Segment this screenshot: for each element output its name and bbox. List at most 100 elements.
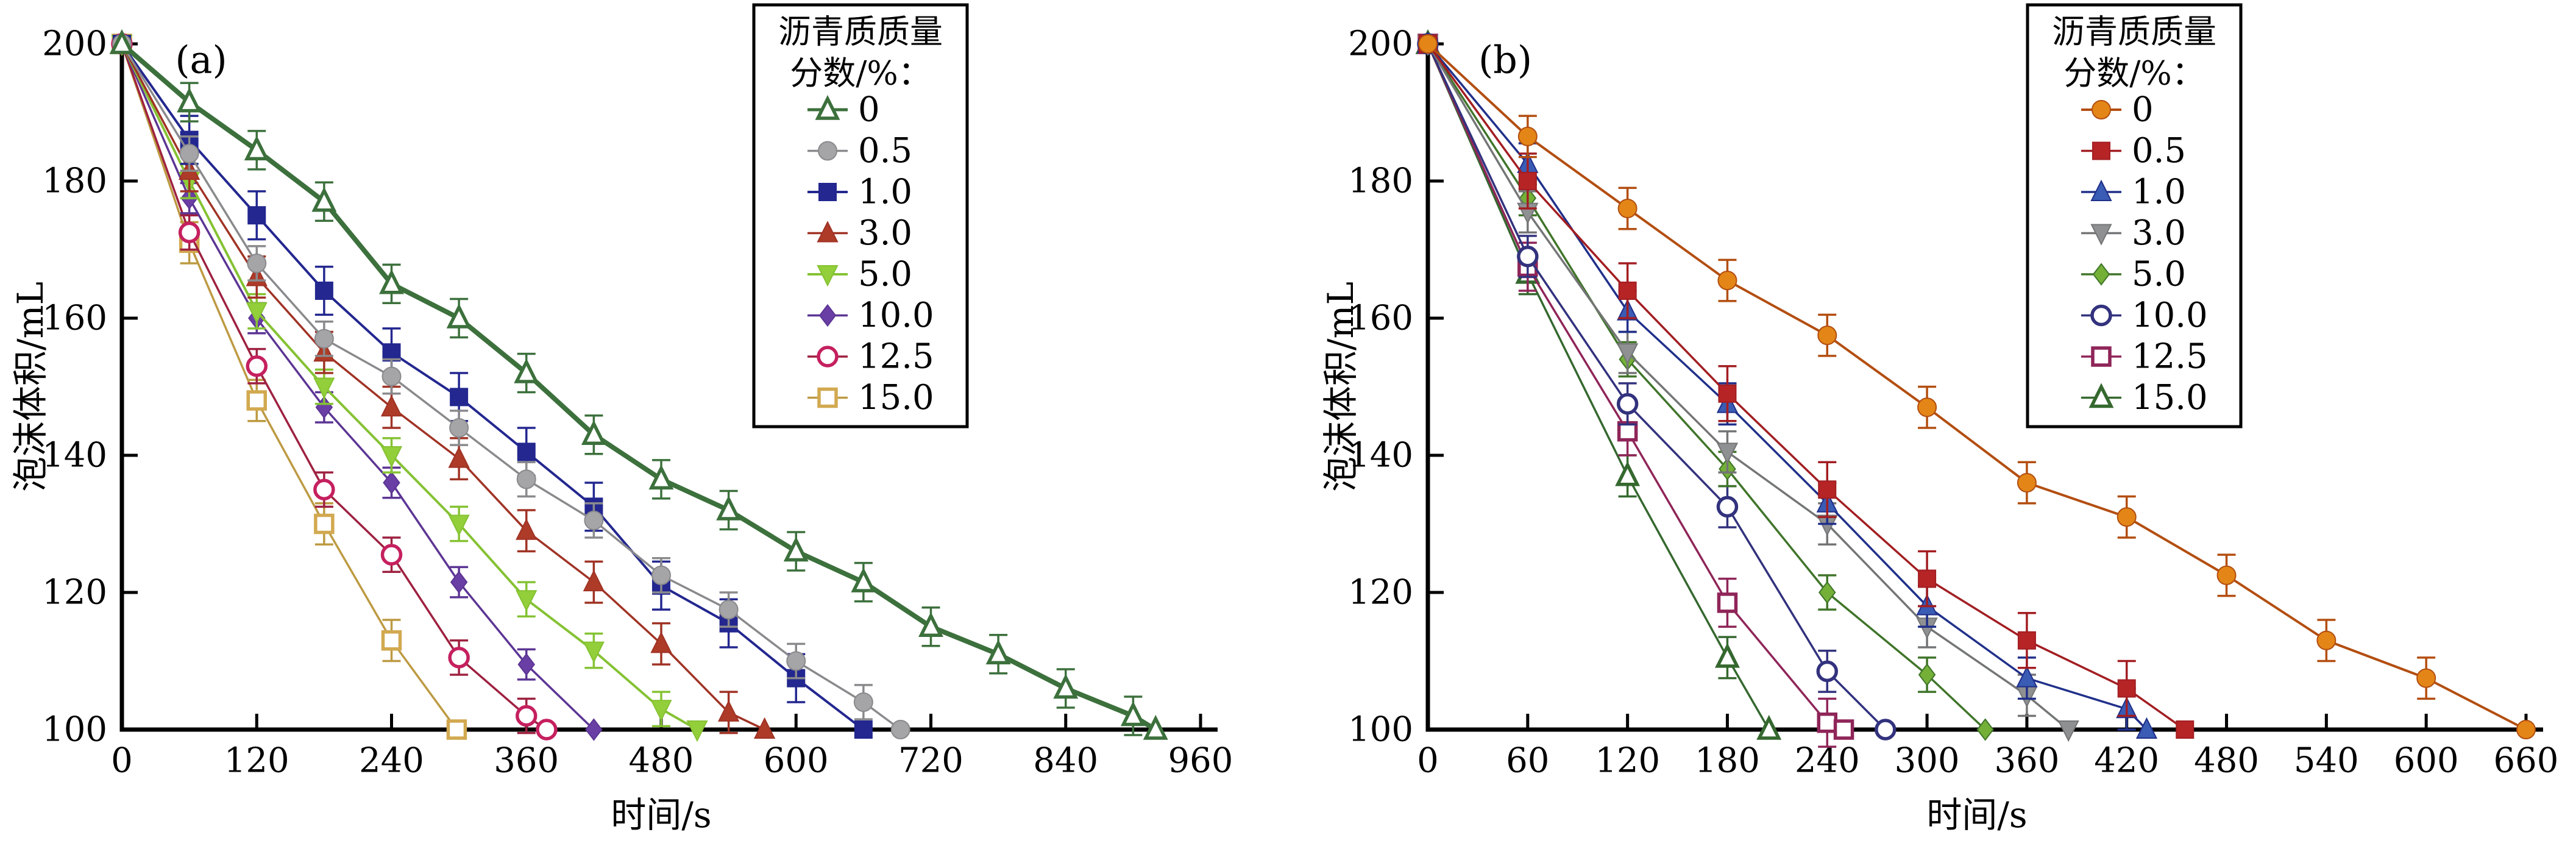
circle-marker xyxy=(1418,34,1438,54)
legend-item-label: 0 xyxy=(2132,90,2154,130)
triangle-up-marker xyxy=(244,135,269,161)
legend-title-line: 分数/%： xyxy=(790,54,931,93)
legend-circle-icon xyxy=(818,141,837,161)
series-line xyxy=(1427,43,2527,731)
x-tick-label: 180 xyxy=(1695,741,1760,781)
triangle-up-marker xyxy=(514,358,539,383)
legend-item-0: 0 xyxy=(807,90,880,130)
legend-diamond-icon xyxy=(818,304,837,327)
square-marker xyxy=(1518,172,1537,190)
circle-marker xyxy=(2316,630,2336,650)
triangle-up-marker xyxy=(380,395,403,417)
triangle-up-marker xyxy=(448,446,470,468)
chart-panel-a: 100 120 140 160 180 200 0 120 240 360 480 600 720 840… xyxy=(10,3,1233,836)
series-line xyxy=(121,43,595,731)
series-12.5 xyxy=(111,33,558,741)
triangle-up-marker xyxy=(1143,714,1168,740)
x-tick-label: 60 xyxy=(1506,741,1549,781)
circle-marker xyxy=(314,329,334,349)
triangle-down-marker xyxy=(380,446,403,468)
legend-item-1.0: 1.0 xyxy=(807,172,912,212)
circle-marker xyxy=(178,221,200,244)
circle-marker xyxy=(651,565,671,585)
y-tick-label: 120 xyxy=(1348,573,1413,613)
legend-circle-icon xyxy=(2090,304,2112,327)
triangle-up-marker xyxy=(177,87,202,113)
legend-square-icon xyxy=(2092,141,2110,160)
legend-item-label: 12.5 xyxy=(2132,337,2208,377)
series-line xyxy=(121,43,458,731)
square-marker xyxy=(1717,592,1738,613)
legend-box xyxy=(752,3,969,428)
legend-item-label: 1.0 xyxy=(2132,172,2186,212)
triangle-up-marker xyxy=(754,717,776,739)
legend-item-1.0: 1.0 xyxy=(2081,172,2186,212)
triangle-down-marker xyxy=(448,514,470,536)
y-tick-label: 160 xyxy=(1348,299,1413,338)
x-tick-label: 720 xyxy=(898,741,963,781)
y-tick-label: 140 xyxy=(1348,436,1413,475)
circle-marker xyxy=(1817,325,1837,346)
triangle-down-marker xyxy=(650,700,672,722)
series-line xyxy=(1427,43,1845,731)
square-marker xyxy=(2017,631,2036,650)
triangle-up-marker xyxy=(109,29,135,54)
square-marker xyxy=(1818,480,1837,499)
x-tick-label: 540 xyxy=(2294,741,2359,781)
x-tick-label: 960 xyxy=(1168,741,1233,781)
x-tick-label: 420 xyxy=(2094,741,2159,781)
triangle-up-marker xyxy=(2135,717,2158,739)
axes xyxy=(119,40,1218,732)
circle-marker xyxy=(1517,246,1539,268)
x-tick-label: 0 xyxy=(1417,741,1439,781)
circle-marker xyxy=(1716,496,1739,518)
series-line xyxy=(1427,43,1887,731)
series-10.0 xyxy=(113,32,603,741)
legend-item-0.5: 0.5 xyxy=(807,131,912,171)
square-marker xyxy=(382,343,401,362)
triangle-up-marker xyxy=(2016,666,2038,688)
circle-marker xyxy=(1616,393,1639,415)
diamond-marker xyxy=(517,653,536,676)
panel-label: (a) xyxy=(175,38,227,82)
square-marker xyxy=(1817,713,1838,733)
circle-marker xyxy=(1517,126,1538,146)
triangle-up-marker xyxy=(1120,701,1146,727)
legend-triangle-down-icon xyxy=(2090,224,2112,246)
circle-marker xyxy=(381,366,402,386)
circle-marker xyxy=(516,705,538,727)
legend-item-label: 1.0 xyxy=(858,172,912,212)
series-15.0 xyxy=(112,34,467,740)
x-tick-label: 240 xyxy=(359,741,424,781)
triangle-up-marker xyxy=(1715,642,1740,668)
circle-marker xyxy=(2017,473,2037,492)
legend-square-icon xyxy=(818,183,837,201)
circle-marker xyxy=(853,692,873,712)
legend-item-10.0: 10.0 xyxy=(807,296,934,335)
legend-item-label: 10.0 xyxy=(2132,296,2208,335)
triangle-up-marker xyxy=(718,700,740,722)
circle-marker xyxy=(1717,271,1737,291)
square-marker xyxy=(247,206,266,225)
y-tick-label: 100 xyxy=(1348,710,1413,750)
legend-item-0: 0 xyxy=(2081,90,2154,130)
legend-title-line: 分数/%： xyxy=(2063,54,2205,93)
circle-marker xyxy=(1917,397,1937,418)
legend-item-label: 5.0 xyxy=(858,255,912,294)
circle-marker xyxy=(786,651,806,671)
triangle-down-marker xyxy=(516,590,538,612)
circle-marker xyxy=(448,647,470,669)
legend-item-label: 3.0 xyxy=(2132,213,2186,253)
y-tick-label: 140 xyxy=(42,436,107,475)
square-marker xyxy=(314,282,333,300)
y-tick-label: 200 xyxy=(1348,24,1413,64)
circle-marker xyxy=(246,355,268,377)
y-tick-label: 120 xyxy=(42,573,107,613)
legend-box xyxy=(2026,3,2243,428)
legend-item-label: 3.0 xyxy=(858,213,912,253)
triangle-down-marker xyxy=(583,641,605,663)
series-line xyxy=(1427,43,2070,731)
